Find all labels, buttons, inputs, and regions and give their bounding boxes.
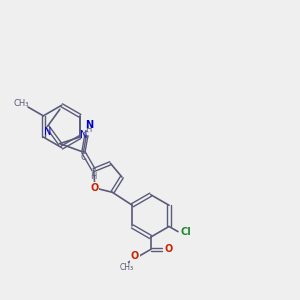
Text: CH₃: CH₃ xyxy=(120,263,134,272)
Text: H: H xyxy=(90,172,96,181)
Text: O: O xyxy=(90,183,98,193)
Text: N: N xyxy=(85,120,93,130)
Text: O: O xyxy=(130,251,139,261)
Text: CH₃: CH₃ xyxy=(14,99,29,108)
Text: C: C xyxy=(80,153,86,162)
Text: Cl: Cl xyxy=(181,226,192,237)
Text: H: H xyxy=(85,125,92,134)
Text: N: N xyxy=(80,130,88,140)
Text: N: N xyxy=(44,127,51,137)
Text: O: O xyxy=(164,244,172,254)
Text: C: C xyxy=(82,131,88,140)
